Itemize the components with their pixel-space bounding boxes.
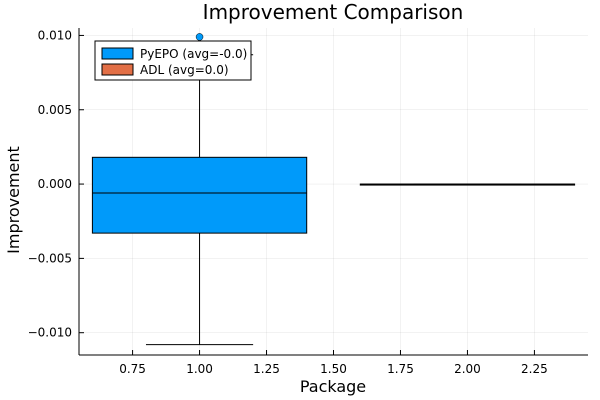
- x-tick-label: 1.00: [186, 362, 213, 376]
- legend-label: ADL (avg=0.0): [140, 63, 229, 77]
- box-plot-2: [359, 183, 576, 186]
- y-axis-ticks: −0.010 −0.005 0.000 0.005 0.010: [28, 28, 84, 340]
- y-axis-label: Improvement: [4, 146, 23, 254]
- x-tick-label: 1.25: [253, 362, 280, 376]
- box-iqr: [91, 156, 308, 234]
- y-tick-label: 0.005: [38, 103, 72, 117]
- y-tick-label: 0.000: [38, 177, 72, 191]
- legend: PyEPO (avg=-0.0) ADL (avg=0.0): [94, 40, 252, 81]
- y-tick-label: 0.010: [38, 28, 72, 42]
- x-tick-label: 2.00: [454, 362, 481, 376]
- x-tick-label: 2.25: [521, 362, 548, 376]
- legend-swatch: [101, 63, 134, 76]
- y-tick-label: −0.005: [28, 251, 72, 265]
- x-tick-label: 1.50: [320, 362, 347, 376]
- legend-label: PyEPO (avg=-0.0): [140, 47, 247, 61]
- legend-swatch: [101, 47, 134, 60]
- x-tick-label: 1.75: [387, 362, 414, 376]
- y-tick-label: −0.010: [28, 326, 72, 340]
- outlier-point: [195, 33, 204, 41]
- x-axis-ticks: 0.75 1.00 1.25 1.50 1.75 2.00 2.25: [119, 350, 548, 376]
- chart-title: Improvement Comparison: [203, 0, 464, 24]
- x-axis-label: Package: [300, 377, 366, 396]
- x-tick-label: 0.75: [119, 362, 146, 376]
